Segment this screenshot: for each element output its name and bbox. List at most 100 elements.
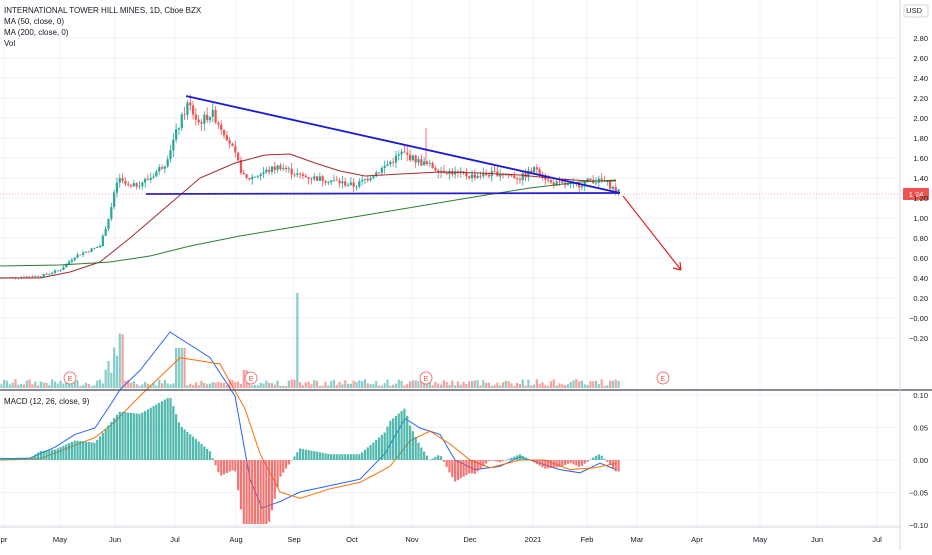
- time-tick-label: Jul: [872, 535, 882, 544]
- volume-bar: [324, 381, 327, 388]
- macd-histogram-bar: [414, 436, 417, 460]
- candle-body: [39, 276, 42, 278]
- candle-body: [248, 178, 251, 180]
- volume-bar: [110, 372, 113, 388]
- macd-legend[interactable]: MACD (12, 26, close, 9): [4, 397, 90, 406]
- volume-bar: [132, 381, 135, 388]
- macd-histogram-bar: [307, 450, 310, 460]
- candle-body: [403, 151, 406, 153]
- volume-bar: [296, 293, 299, 388]
- volume-bar: [270, 383, 274, 388]
- candle-body: [504, 174, 507, 176]
- macd-histogram-bar: [239, 460, 243, 510]
- volume-bar: [234, 382, 237, 388]
- volume-bar: [572, 380, 575, 388]
- macd-histogram-bar: [569, 460, 572, 464]
- candle-body: [611, 186, 615, 189]
- macd-histogram-bar: [518, 454, 522, 460]
- volume-bar: [473, 380, 476, 388]
- candle-body: [544, 176, 547, 180]
- macd-histogram-bar: [617, 460, 620, 472]
- macd-histogram-bar: [160, 401, 164, 460]
- macd-histogram-bar: [473, 460, 476, 474]
- macd-histogram-bar: [163, 399, 166, 460]
- candle-body: [349, 182, 352, 186]
- macd-histogram-bar: [397, 413, 400, 460]
- volume-bar: [3, 379, 6, 388]
- volume-bar: [59, 380, 62, 388]
- volume-bar: [485, 382, 488, 388]
- macd-histogram-bar: [501, 460, 505, 462]
- volume-bar: [609, 380, 612, 388]
- volume-bar: [501, 382, 505, 388]
- volume-bar: [115, 355, 119, 388]
- time-tick-label: Jun: [109, 535, 121, 544]
- macd-histogram-bar: [228, 460, 231, 472]
- volume-bar: [163, 380, 166, 388]
- candle-body: [420, 159, 423, 166]
- volume-bar: [293, 379, 296, 388]
- macd-histogram-bar: [25, 458, 28, 460]
- volume-bar: [28, 379, 31, 388]
- volume-bar: [172, 383, 175, 388]
- candle-body: [172, 139, 175, 151]
- candle-body: [127, 183, 130, 185]
- candle-body: [194, 114, 197, 120]
- earnings-marker: [656, 371, 670, 385]
- volume-bar: [166, 383, 169, 388]
- price-tick-label: 1.60: [913, 154, 928, 163]
- volume-bar: [211, 382, 214, 388]
- candle-body: [372, 176, 375, 179]
- macd-histogram-bar: [470, 460, 474, 474]
- candle-body: [124, 180, 127, 184]
- candle-body: [31, 276, 34, 278]
- candle-body: [318, 176, 321, 181]
- macd-histogram-bar: [3, 457, 6, 460]
- macd-histogram-bar: [138, 413, 141, 460]
- candle-body: [290, 168, 293, 175]
- macd-histogram-bar: [231, 460, 234, 471]
- ma50-line: [0, 153, 616, 279]
- volume-bar: [394, 383, 398, 388]
- volume-bar: [493, 385, 496, 388]
- volume-bar: [344, 380, 347, 388]
- macd-histogram-bar: [90, 442, 93, 460]
- volume-bar: [448, 384, 451, 388]
- last-price-badge: [903, 188, 929, 200]
- candle-body: [434, 168, 437, 171]
- legend-ma50[interactable]: MA (50, close, 0): [4, 17, 65, 26]
- candle-body: [521, 173, 524, 181]
- volume-bar: [465, 383, 468, 388]
- macd-histogram-bar: [259, 460, 262, 524]
- volume-bar: [575, 379, 578, 388]
- candle-body: [335, 179, 338, 181]
- volume-bar: [442, 380, 445, 388]
- candle-body: [149, 177, 152, 180]
- volume-bar: [51, 379, 54, 388]
- macd-histogram-bar: [493, 460, 496, 462]
- candle-body: [468, 176, 471, 179]
- candle-body: [366, 179, 369, 181]
- volume-bar: [276, 380, 279, 388]
- macd-histogram-bar: [372, 442, 375, 460]
- price-tick-label: 1.20: [913, 194, 928, 203]
- candle-body: [163, 166, 166, 169]
- volume-bar: [101, 383, 104, 388]
- candle-body: [98, 246, 102, 248]
- candle-body: [414, 155, 417, 163]
- candle-body: [606, 181, 609, 182]
- time-tick-label: Jun: [811, 535, 823, 544]
- macd-histogram-bar: [5, 457, 9, 460]
- macd-histogram-bar: [487, 460, 491, 461]
- macd-histogram-bar: [425, 455, 429, 460]
- candle-body: [299, 173, 302, 175]
- volume-bar: [191, 385, 195, 388]
- candle-body: [276, 165, 279, 170]
- legend-ma200[interactable]: MA (200, close, 0): [4, 28, 69, 37]
- volume-bar: [549, 381, 553, 388]
- legend-volume[interactable]: Vol: [4, 39, 16, 48]
- earnings-marker: [419, 371, 433, 385]
- macd-histogram-bar: [552, 460, 555, 468]
- candle-body: [237, 152, 240, 161]
